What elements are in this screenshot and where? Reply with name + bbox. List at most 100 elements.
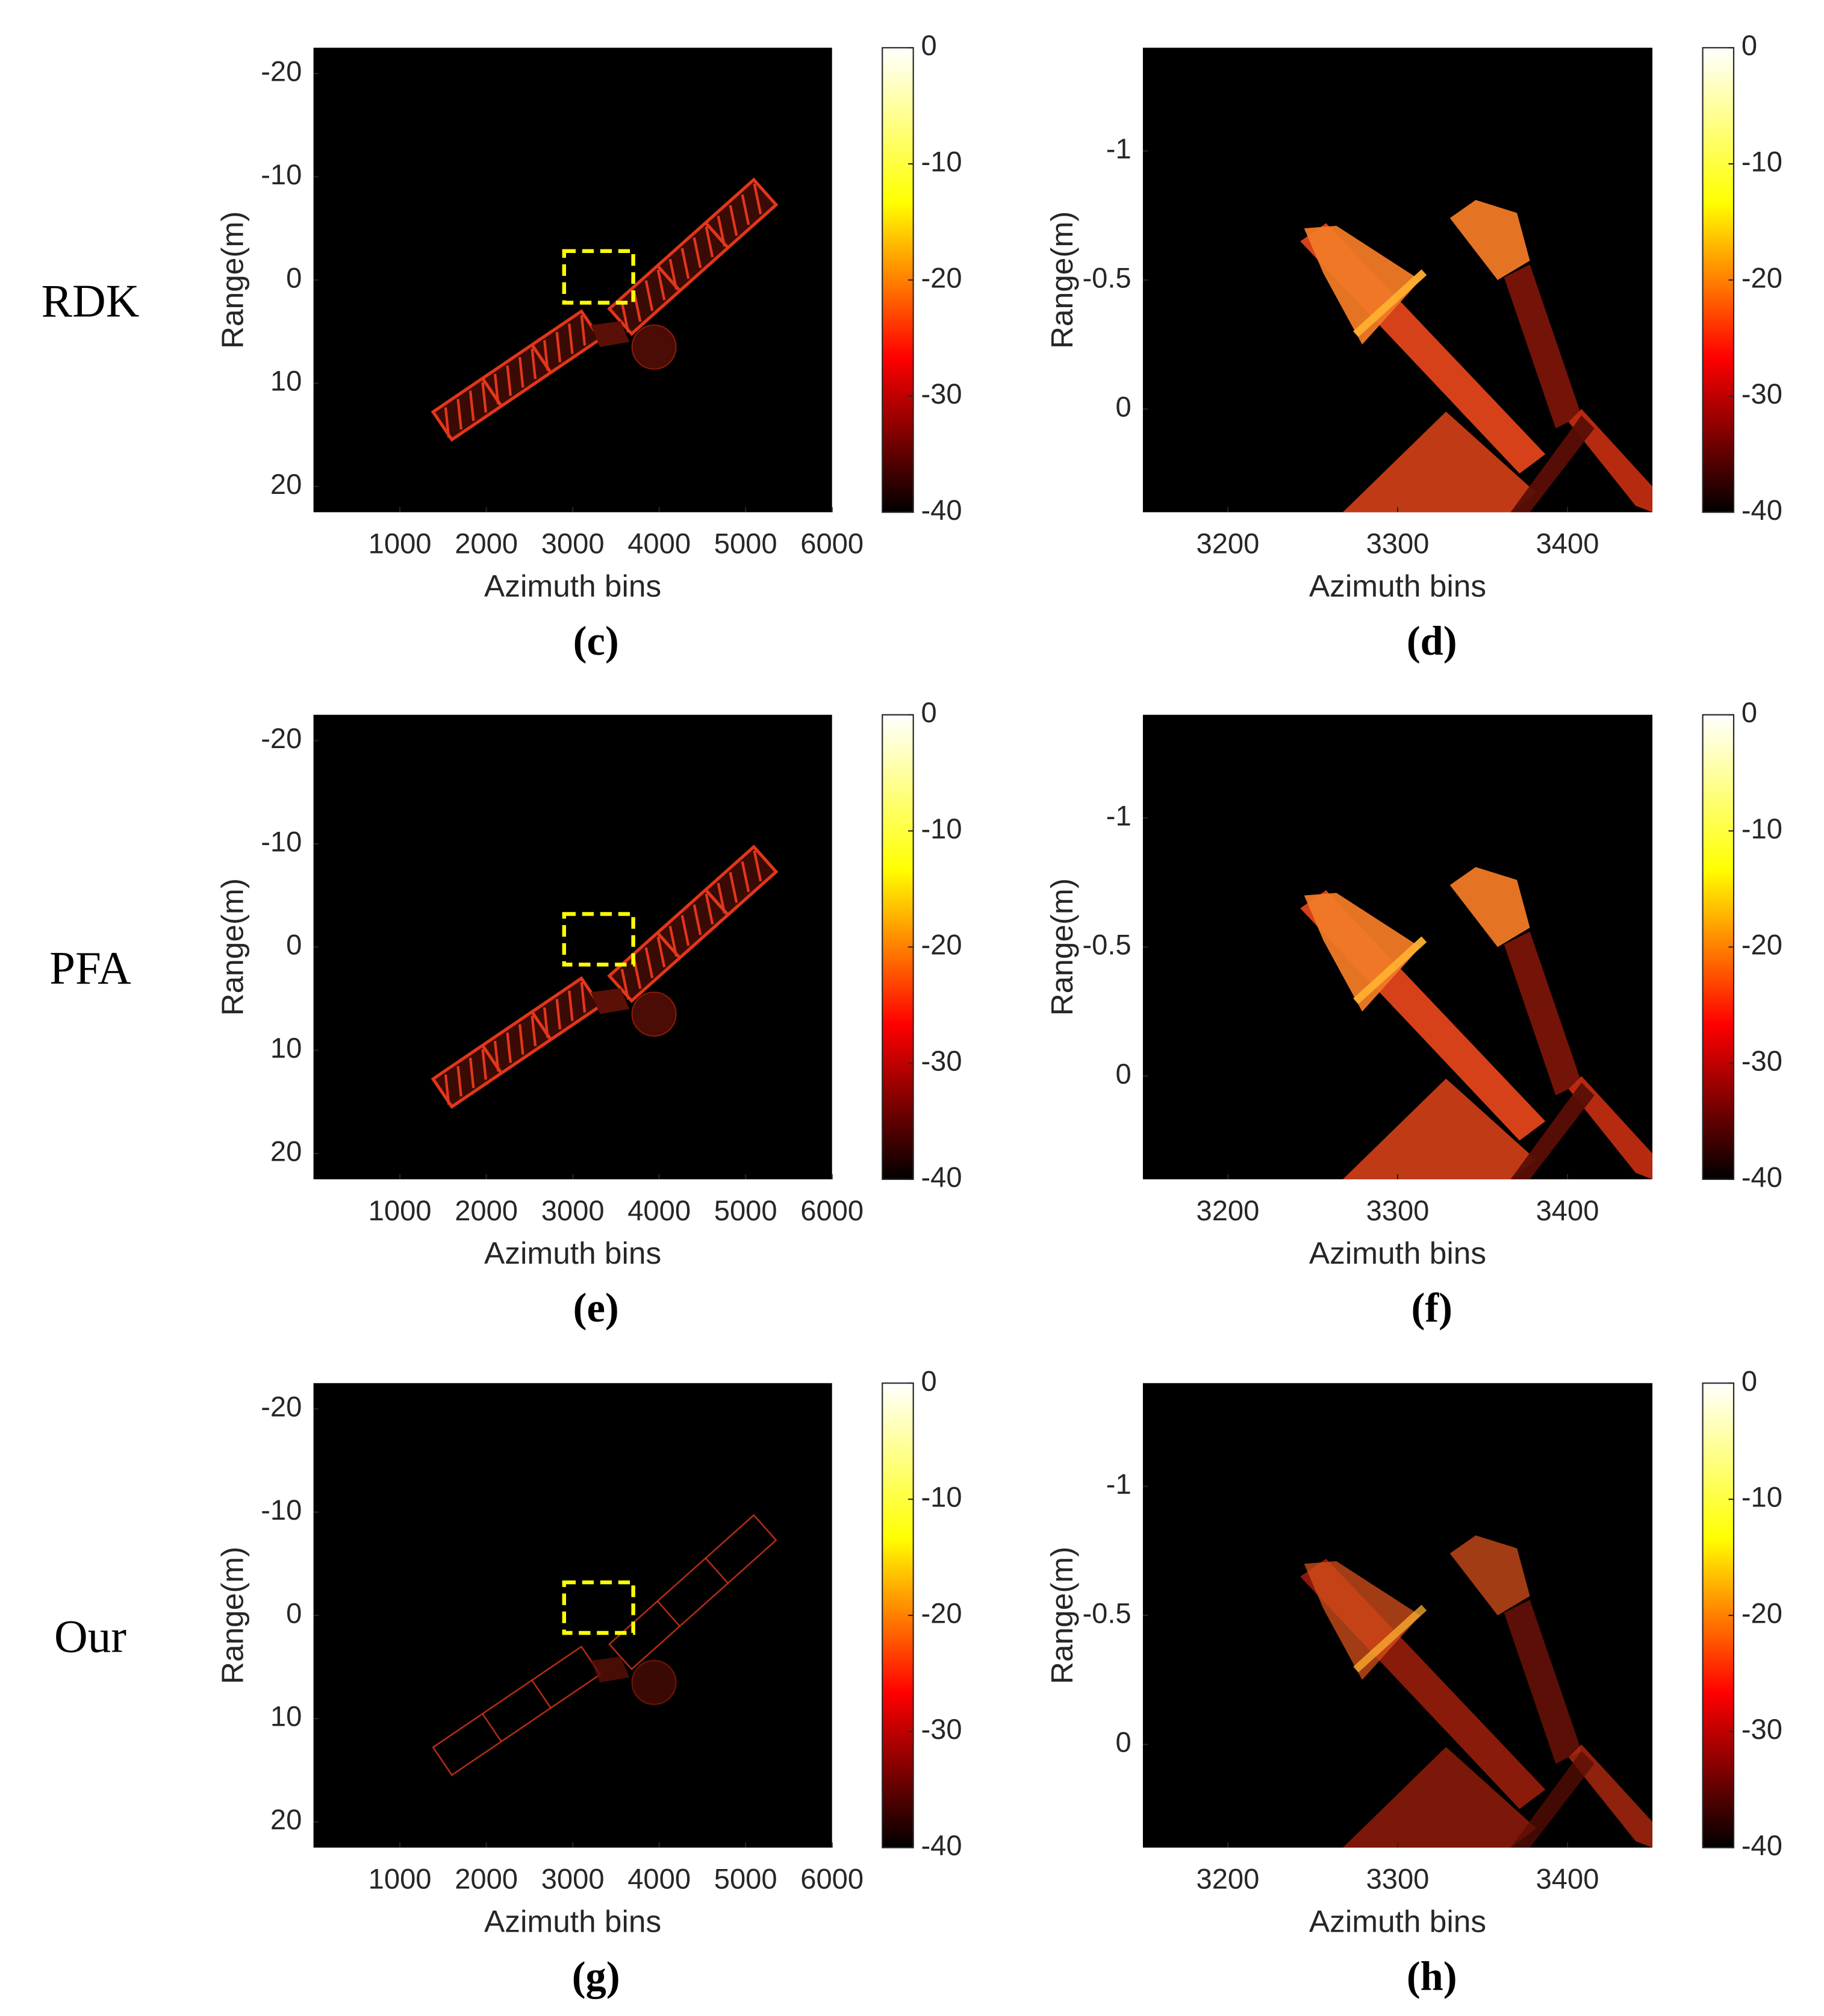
y-tick-label: 20 [270, 1803, 302, 1835]
y-tick-label: -1 [1106, 800, 1131, 832]
highlight-box [562, 249, 635, 305]
x-tick-label: 6000 [800, 528, 864, 560]
plot-area [313, 48, 832, 513]
colorbar-tick-label: -40 [1742, 1161, 1782, 1193]
colorbar-tick-label: -30 [921, 378, 962, 410]
x-tick-label: 3200 [1197, 1194, 1260, 1226]
x-tick-label: 1000 [369, 1194, 432, 1226]
colorbar-tick-label: -40 [921, 1829, 962, 1861]
x-tick-label: 3000 [541, 1194, 605, 1226]
colorbar-tick-label: -40 [1742, 1829, 1782, 1861]
y-tick-label: -0.5 [1082, 1597, 1131, 1629]
x-axis-label: Azimuth bins [484, 1235, 661, 1270]
panel-label: (d) [1407, 618, 1457, 664]
x-tick-label: 4000 [627, 1194, 691, 1226]
colorbar-tick-label: -30 [1742, 1713, 1782, 1745]
x-tick-label: 3200 [1197, 528, 1260, 560]
panel-label: (c) [573, 618, 619, 664]
x-tick-label: 5000 [714, 1863, 777, 1895]
colorbar-tick-label: 0 [1742, 1365, 1757, 1397]
colorbar-tick-label: -10 [921, 1481, 962, 1513]
y-tick-label: -10 [261, 158, 302, 190]
y-tick-label: -0.5 [1082, 261, 1131, 293]
colorbar-tick-label: -10 [921, 813, 962, 844]
panel: 3200 3300 3400 -1 -0.5 0 Azimuth bins Range(m) 0… [1044, 1365, 1782, 1999]
x-axis-label: Azimuth bins [484, 568, 661, 603]
y-axis-label: Range(m) [214, 1547, 249, 1684]
colorbar-tick-label: -30 [1742, 1045, 1782, 1077]
colorbar-tick-label: -20 [921, 261, 962, 293]
colorbar-tick-label: -30 [921, 1713, 962, 1745]
x-tick-label: 3400 [1536, 1194, 1599, 1226]
plot-area [313, 1383, 832, 1848]
colorbar-tick-label: -10 [1742, 1481, 1782, 1513]
y-axis-label: Range(m) [214, 211, 249, 349]
y-axis-label: Range(m) [1044, 211, 1079, 349]
panel-label: (f) [1412, 1285, 1452, 1331]
colorbar-tick-label: 0 [921, 30, 936, 61]
panel-label: (g) [572, 1953, 620, 1999]
y-tick-label: -10 [261, 825, 302, 857]
x-tick-label: 3400 [1536, 1863, 1599, 1895]
y-tick-label: 20 [270, 1135, 302, 1167]
row-label: RDK [42, 275, 140, 326]
x-tick-label: 6000 [800, 1863, 864, 1895]
x-tick-label: 3000 [541, 1863, 605, 1895]
y-tick-label: -1 [1106, 1468, 1131, 1500]
x-axis-label: Azimuth bins [1309, 568, 1486, 603]
row-label: Our [54, 1610, 126, 1662]
x-tick-label: 4000 [627, 528, 691, 560]
y-tick-label: -20 [261, 722, 302, 754]
x-tick-label: 3300 [1366, 528, 1430, 560]
colorbar-tick-label: -40 [1742, 494, 1782, 526]
y-tick-label: 0 [286, 929, 302, 961]
y-tick-label: 10 [270, 1700, 302, 1732]
y-axis-label: Range(m) [214, 878, 249, 1016]
colorbar-tick-label: -20 [921, 929, 962, 961]
panel: 1000 2000 3000 4000 5000 6000 -20 -10 0 10 20 Azimu… [54, 1365, 962, 1999]
x-tick-label: 4000 [627, 1863, 691, 1895]
colorbar-tick-label: -40 [921, 494, 962, 526]
y-tick-label: 10 [270, 365, 302, 397]
x-tick-label: 3000 [541, 528, 605, 560]
y-tick-label: -10 [261, 1494, 302, 1526]
panel: 1000 2000 3000 4000 5000 6000 -20 -10 0 10 20 Azimu… [42, 30, 962, 664]
y-tick-label: 0 [1115, 1726, 1131, 1758]
x-tick-label: 3300 [1366, 1194, 1430, 1226]
colorbar-tick-label: 0 [921, 1365, 936, 1397]
x-tick-label: 3300 [1366, 1863, 1430, 1895]
y-axis-label: Range(m) [1044, 1547, 1079, 1684]
colorbar-tick-label: -10 [1742, 813, 1782, 844]
panel: 1000 2000 3000 4000 5000 6000 -20 -10 0 10 20 Azimu… [49, 696, 962, 1331]
panel-label: (e) [573, 1285, 619, 1331]
colorbar-tick-label: -10 [1742, 145, 1782, 177]
x-tick-label: 5000 [714, 1194, 777, 1226]
y-tick-label: 10 [270, 1032, 302, 1064]
x-axis-label: Azimuth bins [1309, 1235, 1486, 1270]
plot-area [313, 714, 832, 1179]
y-tick-label: -0.5 [1082, 929, 1131, 961]
y-tick-label: 0 [286, 261, 302, 293]
y-tick-label: -1 [1106, 133, 1131, 164]
y-axis-label: Range(m) [1044, 878, 1079, 1016]
x-axis-label: Azimuth bins [484, 1903, 661, 1938]
panel-label: (h) [1407, 1953, 1457, 1999]
x-tick-label: 6000 [800, 1194, 864, 1226]
highlight-box [562, 1580, 635, 1635]
x-tick-label: 3200 [1197, 1863, 1260, 1895]
row-label: PFA [49, 942, 131, 994]
x-tick-label: 3400 [1536, 528, 1599, 560]
colorbar-tick-label: -20 [921, 1597, 962, 1629]
panel: 3200 3300 3400 -1 -0.5 0 Azimuth bins Range(m) 0… [1044, 696, 1782, 1331]
colorbar-tick-label: 0 [921, 696, 936, 728]
highlight-box [562, 912, 635, 967]
y-tick-label: 0 [286, 1597, 302, 1629]
y-tick-label: 20 [270, 468, 302, 500]
x-tick-label: 2000 [455, 1194, 518, 1226]
x-tick-label: 2000 [455, 1863, 518, 1895]
x-tick-label: 1000 [369, 528, 432, 560]
colorbar-tick-label: -20 [1742, 929, 1782, 961]
x-axis-label: Azimuth bins [1309, 1903, 1486, 1938]
y-tick-label: -20 [261, 55, 302, 87]
